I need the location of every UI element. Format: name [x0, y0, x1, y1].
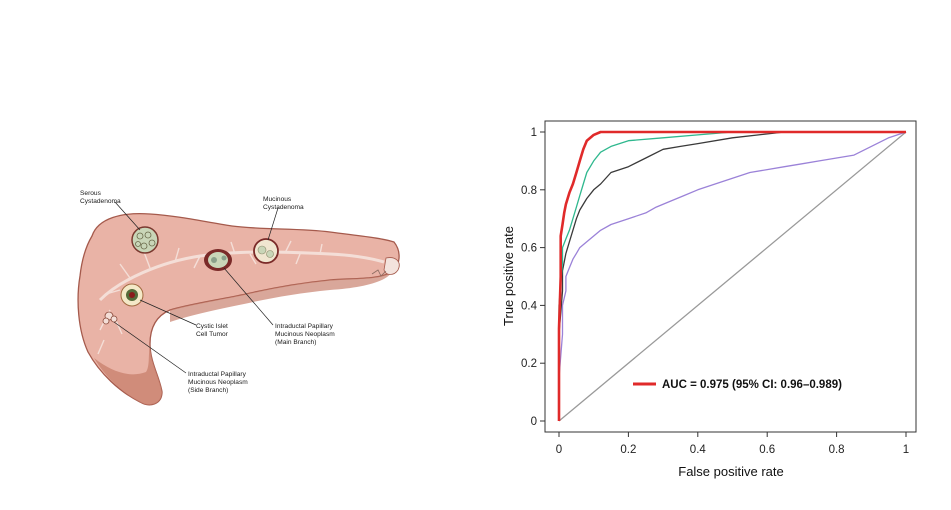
x-tick-label: 0.6: [759, 444, 775, 456]
label-serous: Serous Cystadenoma: [80, 190, 121, 205]
main-duct: [98, 250, 385, 302]
y-tick-label: 1: [531, 127, 537, 139]
pancreas-illustration: Serous Cystadenoma Mucinous Cystadenoma …: [77, 190, 400, 406]
mucinous-cyst: [253, 238, 279, 264]
y-tick-label: 0.2: [521, 358, 537, 370]
y-axis-label: True positive rate: [501, 226, 516, 326]
y-tick-label: 0.8: [521, 185, 537, 197]
x-tick-label: 0.4: [690, 444, 707, 456]
ipmn-main-cyst: [204, 249, 232, 271]
islet-cell-tumor: [120, 283, 144, 307]
leader-lines: [113, 201, 279, 374]
roc-chart: 0 0.2 0.4 0.6 0.8 1 0 0.2 0.4 0.6 0.8 1 False posi…: [501, 120, 917, 479]
x-tick-label: 0: [556, 444, 562, 456]
chance-diagonal: [558, 131, 907, 422]
tail-mark: [371, 269, 387, 277]
x-axis-label: False positive rate: [678, 464, 784, 479]
x-tick-label: 0.8: [829, 444, 845, 456]
y-tick-label: 0.4: [521, 300, 538, 312]
label-mucinous: Mucinous Cystadenoma: [263, 196, 304, 211]
x-tick-label: 1: [903, 444, 909, 456]
label-ipmn-main: Intraductal Papillary Mucinous Neoplasm …: [275, 323, 337, 346]
pancreas-shadow: [94, 344, 162, 405]
series-layer: [557, 130, 907, 421]
x-tick-label: 0.2: [620, 444, 636, 456]
legend: AUC = 0.975 (95% CI: 0.96–0.989): [633, 379, 842, 391]
x-axis: 0 0.2 0.4 0.6 0.8 1: [556, 432, 909, 456]
label-islet: Cystic Islet Cell Tumor: [196, 323, 230, 338]
roc-series-1: [558, 131, 906, 421]
serous-cyst: [131, 226, 159, 254]
y-axis: 0 0.2 0.4 0.6 0.8 1: [521, 127, 545, 428]
pancreas-underside: [170, 272, 392, 322]
plot-frame: [544, 120, 917, 433]
legend-text: AUC = 0.975 (95% CI: 0.96–0.989): [662, 379, 842, 391]
ipmn-side-cyst: [102, 311, 118, 325]
y-tick-label: 0.6: [521, 243, 537, 255]
pancreas-tail-tip: [383, 257, 400, 275]
roc-series-2: [558, 131, 906, 421]
roc-series-0: [558, 131, 907, 421]
label-ipmn-side: Intraductal Papillary Mucinous Neoplasm …: [188, 371, 250, 394]
pancreas-body: [77, 212, 400, 406]
roc-series-3: [557, 130, 906, 421]
y-tick-label: 0: [531, 416, 537, 428]
